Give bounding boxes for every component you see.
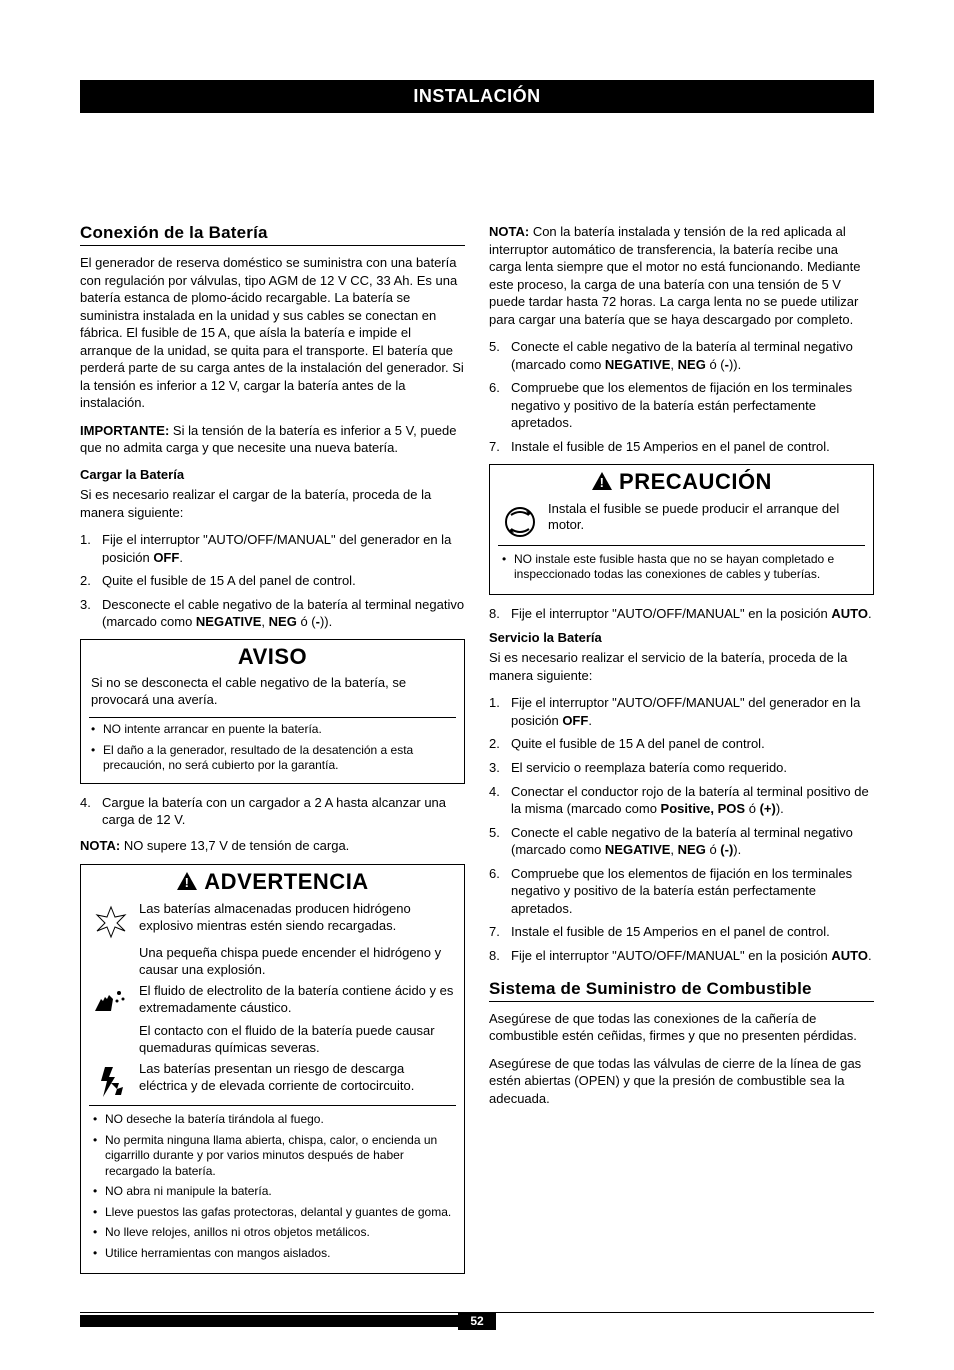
- para-fuel-2: Asegúrese de que todas las válvulas de c…: [489, 1055, 874, 1108]
- importante-label: IMPORTANTE:: [80, 423, 169, 438]
- list-item: Fije el interruptor "AUTO/OFF/MANUAL" en…: [489, 605, 874, 623]
- divider: [89, 1105, 456, 1106]
- page-footer: 52: [80, 1312, 874, 1330]
- list-item: Instale el fusible de 15 Amperios en el …: [489, 438, 874, 456]
- para-fuel-1: Asegúrese de que todas las conexiones de…: [489, 1010, 874, 1045]
- list-item: El daño a la generador, resultado de la …: [89, 743, 456, 774]
- left-column: Conexión de la Batería El generador de r…: [80, 223, 465, 1284]
- list-servicio-steps: Fije el interruptor "AUTO/OFF/MANUAL" de…: [489, 694, 874, 964]
- advertencia-title: ! ADVERTENCIA: [81, 865, 464, 899]
- list-right-steps-2: Fije el interruptor "AUTO/OFF/MANUAL" en…: [489, 605, 874, 623]
- subheading-cargar: Cargar la Batería: [80, 467, 465, 482]
- aviso-title: AVISO: [81, 640, 464, 672]
- adv-text: Las baterías almacenadas producen hidróg…: [139, 901, 456, 935]
- list-item: Quite el fusible de 15 A del panel de co…: [489, 735, 874, 753]
- prec-row: Instala el fusible se puede producir el …: [490, 499, 873, 543]
- precaucion-box: ! PRECAUCIÓN Instala el fusible se puede…: [489, 464, 874, 595]
- heading-conexion: Conexión de la Batería: [80, 223, 465, 243]
- list-item: Fije el interruptor "AUTO/OFF/MANUAL" de…: [489, 694, 874, 729]
- list-item: El servicio o reemplaza batería como req…: [489, 759, 874, 777]
- list-item: No permita ninguna llama abierta, chispa…: [91, 1133, 454, 1180]
- blank-icon: [89, 1023, 133, 1025]
- nota-text: Con la batería instalada y tensión de la…: [489, 224, 860, 327]
- heading-underline: [489, 1001, 874, 1002]
- aviso-box: AVISO Si no se desconecta el cable negat…: [80, 639, 465, 784]
- list-item: NO instale este fusible hasta que no se …: [500, 552, 863, 583]
- advertencia-box: ! ADVERTENCIA Las baterías almacenadas p…: [80, 864, 465, 1273]
- adv-bullets: NO deseche la batería tirándola al fuego…: [81, 1110, 464, 1273]
- divider: [89, 717, 456, 718]
- list-item: Compruebe que los elementos de fijación …: [489, 865, 874, 918]
- para-intro: El generador de reserva doméstico se sum…: [80, 254, 465, 412]
- subheading-servicio: Servicio la Batería: [489, 630, 874, 645]
- precaucion-title: ! PRECAUCIÓN: [490, 465, 873, 499]
- blank-icon: [89, 945, 133, 947]
- aviso-body: Si no se desconecta el cable negativo de…: [81, 672, 464, 715]
- heading-underline: [80, 245, 465, 246]
- nota-text: NO supere 13,7 V de tensión de carga.: [120, 838, 349, 853]
- right-column: NOTA: Con la batería instalada y tensión…: [489, 223, 874, 1284]
- prec-bullets: NO instale este fusible hasta que no se …: [490, 550, 873, 594]
- list-item: Fije el interruptor "AUTO/OFF/MANUAL" de…: [80, 531, 465, 566]
- footer-left-bar: [80, 1315, 458, 1327]
- aviso-bullets: NO intente arrancar en puente la batería…: [81, 722, 464, 783]
- divider: [498, 545, 865, 546]
- adv-text: El contacto con el fluido de la batería …: [139, 1023, 456, 1057]
- adv-text: Una pequeña chispa puede encender el hid…: [139, 945, 456, 979]
- list-item: Quite el fusible de 15 A del panel de co…: [80, 572, 465, 590]
- shock-icon: [89, 1061, 133, 1101]
- list-item: NO abra ni manipule la batería.: [91, 1184, 454, 1200]
- para-importante: IMPORTANTE: Si la tensión de la batería …: [80, 422, 465, 457]
- list-cargar-cont: Cargue la batería con un cargador a 2 A …: [80, 794, 465, 829]
- para-cargar-intro: Si es necesario realizar el cargar de la…: [80, 486, 465, 521]
- list-item: Lleve puestos las gafas protectoras, del…: [91, 1205, 454, 1221]
- page-title: INSTALACIÓN: [413, 86, 540, 106]
- para-nota-volt: NOTA: NO supere 13,7 V de tensión de car…: [80, 837, 465, 855]
- rotating-icon: [498, 501, 542, 541]
- content-columns: Conexión de la Batería El generador de r…: [80, 223, 874, 1284]
- adv-row: Una pequeña chispa puede encender el hid…: [81, 943, 464, 981]
- list-item: Conecte el cable negativo de la batería …: [489, 338, 874, 373]
- list-item: Cargue la batería con un cargador a 2 A …: [80, 794, 465, 829]
- footer-bar: 52: [80, 1312, 874, 1330]
- svg-text:!: !: [600, 475, 605, 490]
- page-title-bar: INSTALACIÓN: [80, 80, 874, 113]
- page-number: 52: [458, 1312, 495, 1330]
- list-item: Conectar el conductor rojo de la batería…: [489, 783, 874, 818]
- adv-text: Las baterías presentan un riesgo de desc…: [139, 1061, 456, 1095]
- list-cargar-steps: Fije el interruptor "AUTO/OFF/MANUAL" de…: [80, 531, 465, 631]
- adv-text: El fluido de electrolito de la batería c…: [139, 983, 456, 1017]
- para-nota-right: NOTA: Con la batería instalada y tensión…: [489, 223, 874, 328]
- corrosive-hand-icon: [89, 983, 133, 1019]
- nota-label: NOTA:: [489, 224, 529, 239]
- list-item: Desconecte el cable negativo de la bater…: [80, 596, 465, 631]
- list-item: Compruebe que los elementos de fijación …: [489, 379, 874, 432]
- explosion-icon: [89, 901, 133, 941]
- list-item: Fije el interruptor "AUTO/OFF/MANUAL" en…: [489, 947, 874, 965]
- list-item: No lleve relojes, anillos ni otros objet…: [91, 1225, 454, 1241]
- list-item: NO deseche la batería tirándola al fuego…: [91, 1112, 454, 1128]
- list-right-steps-1: Conecte el cable negativo de la batería …: [489, 338, 874, 455]
- adv-row: Las baterías presentan un riesgo de desc…: [81, 1059, 464, 1103]
- prec-text: Instala el fusible se puede producir el …: [548, 501, 865, 535]
- adv-row: El contacto con el fluido de la batería …: [81, 1021, 464, 1059]
- warning-triangle-icon: !: [591, 471, 613, 497]
- warning-triangle-icon: !: [176, 871, 198, 897]
- adv-row: El fluido de electrolito de la batería c…: [81, 981, 464, 1021]
- heading-fuel: Sistema de Suministro de Combustible: [489, 979, 874, 999]
- svg-text:!: !: [185, 875, 190, 890]
- para-serv-intro: Si es necesario realizar el servicio de …: [489, 649, 874, 684]
- list-item: Instale el fusible de 15 Amperios en el …: [489, 923, 874, 941]
- nota-label: NOTA:: [80, 838, 120, 853]
- list-item: Conecte el cable negativo de la batería …: [489, 824, 874, 859]
- adv-row: Las baterías almacenadas producen hidróg…: [81, 899, 464, 943]
- list-item: NO intente arrancar en puente la batería…: [89, 722, 456, 738]
- list-item: Utilice herramientas con mangos aislados…: [91, 1246, 454, 1262]
